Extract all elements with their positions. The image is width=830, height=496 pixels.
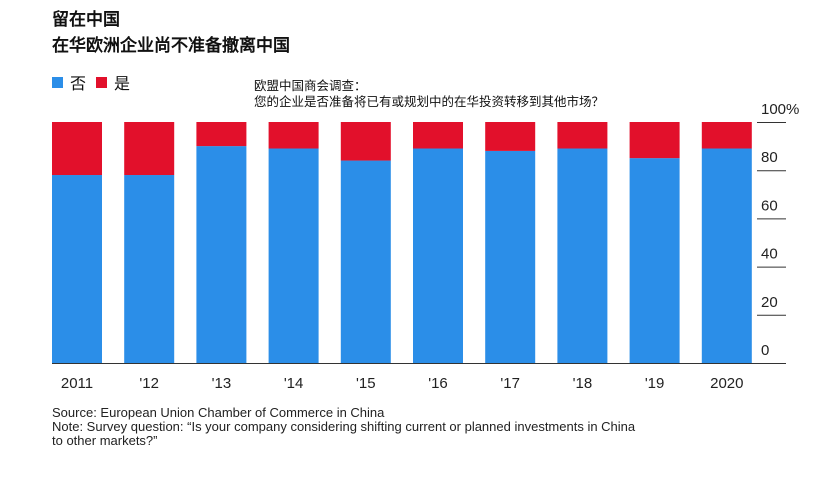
bar-no-2: [196, 146, 247, 363]
y-tick-label: 80: [761, 149, 778, 166]
x-tick-label: '18: [573, 375, 593, 392]
y-tick-label: 60: [761, 197, 778, 214]
chart-title: 留在中国: [52, 10, 120, 30]
source-note: Source: European Union Chamber of Commer…: [52, 405, 385, 420]
x-tick-label: '14: [284, 375, 304, 392]
legend: 否 是: [52, 70, 130, 94]
bar-yes-4: [340, 122, 391, 161]
x-tick-label: '13: [212, 375, 232, 392]
bar-yes-0: [52, 122, 102, 176]
legend-label-yes: 是: [114, 74, 131, 93]
bar-yes-5: [413, 122, 463, 149]
bar-no-1: [124, 175, 175, 363]
x-tick-label: 2020: [710, 375, 743, 392]
x-tick-label: '17: [500, 375, 520, 392]
x-tick-label: '19: [645, 375, 665, 392]
x-tick-label: '12: [139, 375, 159, 392]
footer: Source: European Union Chamber of Commer…: [52, 406, 635, 448]
bar-no-0: [52, 175, 102, 363]
survey-question-line2: 您的企业是否准备将已有或规划中的在华投资转移到其他市场？: [254, 94, 605, 109]
chart-subtitle: 在华欧洲企业尚不准备撤离中国: [52, 36, 290, 56]
bar-no-9: [701, 148, 752, 363]
y-tick-label: 0: [761, 342, 769, 359]
bar-no-7: [557, 148, 608, 363]
bar-yes-3: [268, 122, 319, 149]
bar-yes-2: [196, 122, 247, 147]
x-tick-label: '15: [356, 375, 376, 392]
legend-item-no: 否: [52, 70, 86, 94]
x-tick-label: '16: [428, 375, 448, 392]
bar-yes-1: [124, 122, 175, 176]
bar-yes-6: [485, 122, 536, 151]
legend-label-no: 否: [70, 74, 87, 93]
bar-yes-9: [701, 122, 752, 149]
bar-no-4: [340, 160, 391, 363]
y-tick-label: 20: [761, 294, 778, 311]
y-tick-label: 100%: [761, 101, 799, 118]
bar-no-3: [268, 148, 319, 363]
bar-yes-7: [557, 122, 608, 149]
legend-item-yes: 是: [96, 70, 130, 94]
survey-note-line1: Note: Survey question: “Is your company …: [52, 419, 636, 434]
legend-swatch-no: [52, 76, 63, 88]
bar-no-6: [485, 150, 536, 363]
bar-no-5: [413, 148, 463, 363]
y-tick-label: 40: [761, 246, 778, 263]
survey-note-line2: to other markets?”: [52, 433, 158, 448]
legend-swatch-yes: [96, 76, 108, 88]
bar-yes-8: [629, 122, 680, 159]
survey-question-line1: 欧盟中国商会调查：: [254, 78, 367, 93]
survey-question: 欧盟中国商会调查： 您的企业是否准备将已有或规划中的在华投资转移到其他市场？: [254, 78, 604, 110]
x-tick-label: 2011: [61, 375, 93, 392]
bar-no-8: [629, 158, 680, 363]
